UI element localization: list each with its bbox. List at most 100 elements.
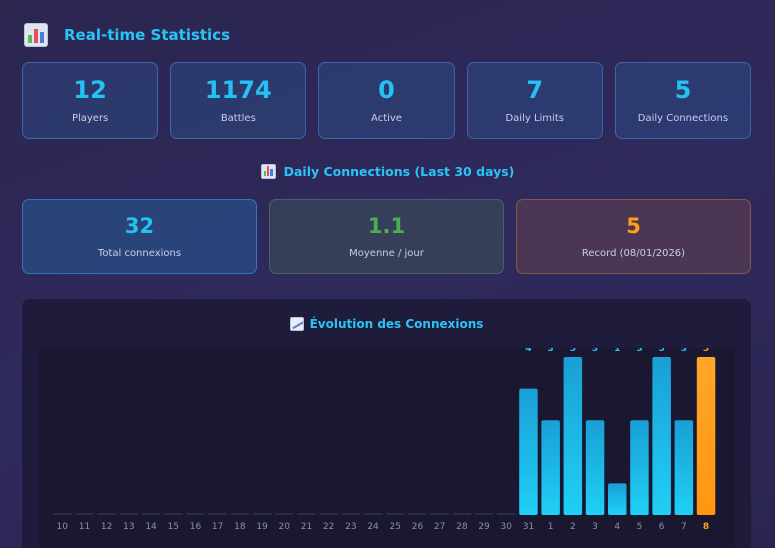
bar-baseline bbox=[430, 513, 449, 515]
bar-baseline bbox=[497, 513, 516, 515]
x-tick-label: 5 bbox=[637, 522, 643, 532]
stat-value: 7 bbox=[526, 76, 544, 105]
stat-card-battles: 1174 Battles bbox=[170, 62, 307, 139]
evolution-title: Évolution des Connexions bbox=[22, 317, 751, 331]
x-tick-label: 15 bbox=[168, 522, 179, 532]
stat-label: Players bbox=[71, 112, 109, 124]
x-tick-label: 22 bbox=[323, 522, 334, 532]
bar-baseline bbox=[474, 513, 494, 515]
stat-card-active: 0 Active bbox=[318, 62, 455, 139]
bar-baseline bbox=[275, 513, 294, 515]
bar-baseline bbox=[141, 513, 161, 515]
bar-baseline bbox=[53, 513, 72, 515]
x-tick-label: 2 bbox=[570, 522, 576, 532]
bar-value-label: 3 bbox=[592, 348, 598, 354]
stat-card-daily-connections: 5 Daily Connections bbox=[614, 62, 752, 139]
stat-value: 12 bbox=[73, 76, 107, 105]
stat-value: 1174 bbox=[204, 76, 272, 105]
stat-value: 0 bbox=[378, 76, 395, 105]
bar-4[interactable] bbox=[608, 483, 627, 515]
bar-baseline bbox=[363, 513, 383, 515]
bar-baseline bbox=[164, 513, 183, 515]
conn-label: Record (08/01/2026) bbox=[581, 248, 686, 260]
bar-baseline bbox=[452, 513, 472, 515]
x-tick-label: 14 bbox=[145, 522, 157, 532]
bar-chart: 10 11 12 13 14 15 16 17 18 19 20 21 22 23 24 25 26 27 28 29… bbox=[38, 348, 735, 548]
bar-value-label: 3 bbox=[636, 348, 642, 354]
stats-row: 12 Players 1174 Battles 0 Active 7 Daily… bbox=[22, 62, 752, 139]
stat-label: Battles bbox=[220, 112, 256, 124]
bar-baseline bbox=[341, 513, 361, 515]
x-tick-label: 28 bbox=[456, 522, 468, 532]
x-tick-label: 17 bbox=[212, 522, 223, 532]
bar-value-label: 1 bbox=[614, 348, 620, 354]
x-tick-label: 4 bbox=[614, 522, 620, 532]
x-tick-label: 1 bbox=[548, 522, 554, 532]
bar-8[interactable] bbox=[696, 357, 716, 515]
page-title: Real-time Statistics bbox=[64, 26, 231, 44]
daily-connections-title: Daily Connections (Last 30 days) bbox=[0, 164, 775, 179]
bar-baseline bbox=[208, 513, 227, 515]
evolution-panel: Évolution des Connexions 10 11 12 13 14 15 16 1… bbox=[22, 299, 751, 548]
bar-baseline bbox=[252, 513, 272, 515]
bar-baseline bbox=[408, 513, 427, 515]
bar-baseline bbox=[186, 513, 205, 515]
bar-baseline bbox=[119, 513, 139, 515]
stat-label: Daily Limits bbox=[505, 112, 564, 124]
stat-label: Active bbox=[371, 112, 402, 124]
x-tick-label: 24 bbox=[367, 522, 379, 532]
x-tick-label: 3 bbox=[592, 522, 598, 532]
x-tick-label: 27 bbox=[434, 522, 445, 532]
conn-label: Moyenne / jour bbox=[349, 248, 424, 260]
average-card: 1.1 Moyenne / jour bbox=[269, 199, 504, 274]
chart-svg: 10 11 12 13 14 15 16 17 18 19 20 21 22 23 24 25 26 27 28 29… bbox=[53, 348, 716, 532]
conn-label: Total connexions bbox=[97, 248, 182, 260]
x-tick-label: 31 bbox=[523, 522, 534, 532]
x-tick-label: 8 bbox=[703, 522, 709, 532]
bar-baseline bbox=[230, 513, 250, 515]
bar-value-label: 5 bbox=[703, 348, 709, 354]
x-tick-label: 23 bbox=[345, 522, 356, 532]
bar-baseline bbox=[75, 513, 94, 515]
bar-7[interactable] bbox=[674, 420, 694, 515]
header: Real-time Statistics bbox=[24, 22, 230, 48]
bar-31[interactable] bbox=[519, 388, 538, 515]
bar-value-label: 3 bbox=[548, 348, 554, 354]
bar-3[interactable] bbox=[585, 420, 605, 515]
total-connexions-card: 32 Total connexions bbox=[22, 199, 257, 274]
stat-value: 5 bbox=[674, 76, 692, 105]
x-tick-label: 7 bbox=[681, 522, 687, 532]
bar-value-label: 4 bbox=[525, 348, 531, 354]
bar-1[interactable] bbox=[541, 420, 560, 515]
x-tick-label: 20 bbox=[279, 522, 291, 532]
bar-baseline bbox=[319, 513, 338, 515]
bar-chart-icon bbox=[260, 164, 276, 179]
conn-value: 1.1 bbox=[367, 213, 406, 238]
conn-value: 32 bbox=[124, 213, 155, 238]
section-title-text: Daily Connections (Last 30 days) bbox=[283, 164, 515, 179]
stat-card-players: 12 Players bbox=[22, 62, 159, 139]
x-tick-label: 11 bbox=[79, 522, 90, 532]
conn-value: 5 bbox=[626, 213, 641, 238]
record-card: 5 Record (08/01/2026) bbox=[516, 199, 751, 274]
stat-card-daily-limits: 7 Daily Limits bbox=[466, 62, 603, 139]
line-chart-icon bbox=[289, 317, 304, 331]
bar-2[interactable] bbox=[563, 357, 583, 515]
x-tick-label: 12 bbox=[101, 522, 112, 532]
bar-value-label: 3 bbox=[681, 348, 687, 354]
bar-6[interactable] bbox=[652, 357, 671, 515]
x-tick-label: 21 bbox=[301, 522, 312, 532]
x-tick-label: 26 bbox=[412, 522, 424, 532]
bar-chart-icon bbox=[24, 23, 48, 47]
stat-label: Daily Connections bbox=[637, 112, 729, 124]
bar-value-label: 5 bbox=[659, 348, 665, 354]
evolution-title-text: Évolution des Connexions bbox=[309, 317, 484, 331]
x-tick-label: 29 bbox=[478, 522, 490, 532]
bar-baseline bbox=[97, 513, 116, 515]
bar-5[interactable] bbox=[630, 420, 649, 515]
bar-baseline bbox=[386, 513, 405, 515]
bar-value-label: 5 bbox=[570, 348, 576, 354]
x-tick-label: 25 bbox=[390, 522, 401, 532]
bar-baseline bbox=[297, 513, 316, 515]
x-tick-label: 6 bbox=[659, 522, 665, 532]
